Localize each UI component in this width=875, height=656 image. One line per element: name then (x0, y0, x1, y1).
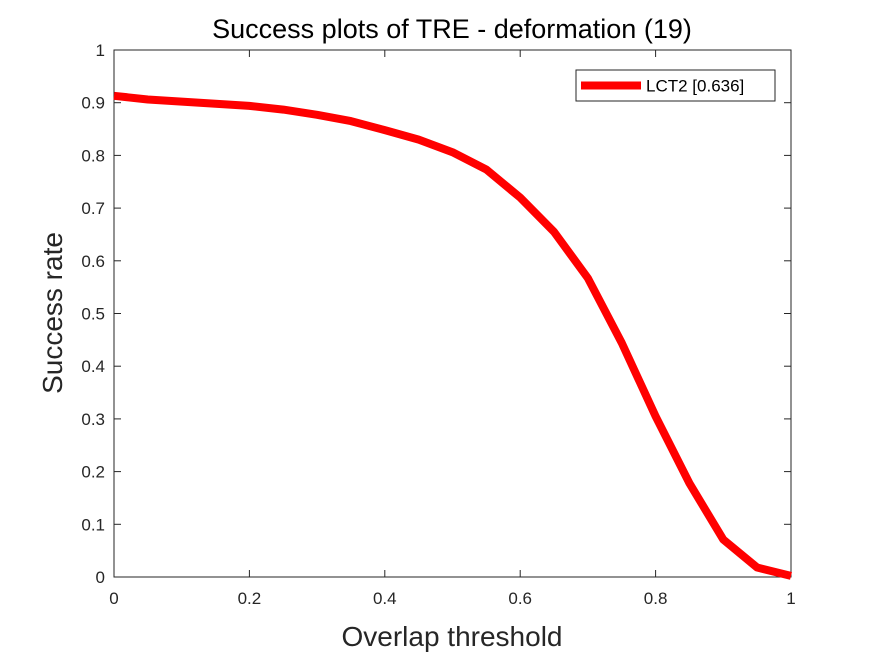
chart-title: Success plots of TRE - deformation (19) (212, 14, 692, 44)
x-tick-label: 0.2 (238, 589, 262, 608)
x-tick-label: 0.6 (508, 589, 532, 608)
plot-area (113, 49, 792, 578)
y-axis-ticks: 0 0.1 0.2 0.3 0.4 0.5 0.6 0.7 0.8 0.9 1 (81, 41, 791, 587)
y-tick-label: 0.2 (81, 463, 105, 482)
y-tick-label: 0.8 (81, 146, 105, 165)
y-tick-label: 0.4 (81, 357, 105, 376)
x-tick-label: 0.8 (644, 589, 668, 608)
y-tick-label: 0.3 (81, 410, 105, 429)
legend: LCT2 [0.636] (575, 69, 776, 102)
y-tick-label: 0.7 (81, 199, 105, 218)
y-tick-label: 0.6 (81, 252, 105, 271)
legend-label: LCT2 [0.636] (646, 77, 744, 96)
x-tick-label: 0 (109, 589, 118, 608)
x-tick-label: 1 (786, 589, 795, 608)
y-tick-label: 0 (96, 568, 105, 587)
y-axis-label: Success rate (37, 232, 68, 394)
x-tick-label: 0.4 (373, 589, 397, 608)
x-axis-label: Overlap threshold (341, 621, 562, 652)
y-tick-label: 1 (96, 41, 105, 60)
y-tick-label: 0.9 (81, 94, 105, 113)
series-line-lct2 (113, 91, 792, 580)
y-tick-label: 0.1 (81, 515, 105, 534)
x-axis-ticks: 0 0.2 0.4 0.6 0.8 1 (109, 50, 796, 608)
y-tick-label: 0.5 (81, 305, 105, 324)
